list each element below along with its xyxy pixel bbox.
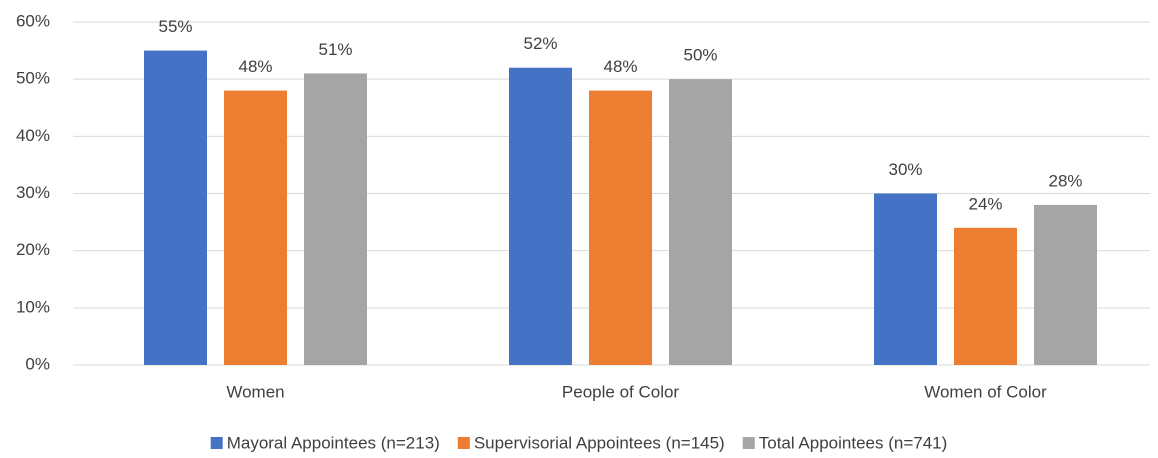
y-tick-label: 40% — [16, 126, 50, 145]
y-tick-label: 50% — [16, 69, 50, 88]
data-label: 51% — [318, 40, 352, 59]
bar — [509, 67, 572, 365]
legend-swatch — [742, 437, 755, 449]
legend: Mayoral Appointees (n=213) Supervisorial … — [210, 433, 948, 452]
bar — [669, 79, 732, 366]
data-label: 28% — [1048, 171, 1082, 190]
legend-label: Mayoral Appointees (n=213) — [227, 433, 440, 452]
y-tick-label: 0% — [25, 354, 50, 373]
y-tick-label: 30% — [16, 183, 50, 202]
y-tick-label: 20% — [16, 240, 50, 259]
data-label: 24% — [968, 194, 1002, 213]
data-label: 48% — [603, 57, 637, 76]
data-label: 50% — [683, 46, 717, 65]
bar — [1034, 204, 1097, 365]
x-tick-label: People of Color — [562, 382, 680, 401]
data-label: 48% — [238, 57, 272, 76]
y-tick-label: 60% — [16, 11, 50, 30]
legend-label: Supervisorial Appointees (n=145) — [474, 433, 725, 452]
x-tick-label: Women — [226, 382, 284, 401]
legend-swatch — [210, 437, 223, 449]
legend-swatch — [457, 437, 470, 449]
bar — [874, 193, 937, 365]
data-label: 52% — [523, 34, 557, 53]
bar — [224, 90, 287, 365]
bar — [589, 90, 652, 365]
data-label: 55% — [158, 17, 192, 36]
legend-label: Total Appointees (n=741) — [759, 433, 948, 452]
x-tick-label: Women of Color — [924, 382, 1047, 401]
y-tick-label: 10% — [16, 297, 50, 316]
data-label: 30% — [888, 160, 922, 179]
bar — [144, 50, 207, 365]
bar — [304, 73, 367, 365]
bar — [954, 227, 1017, 365]
